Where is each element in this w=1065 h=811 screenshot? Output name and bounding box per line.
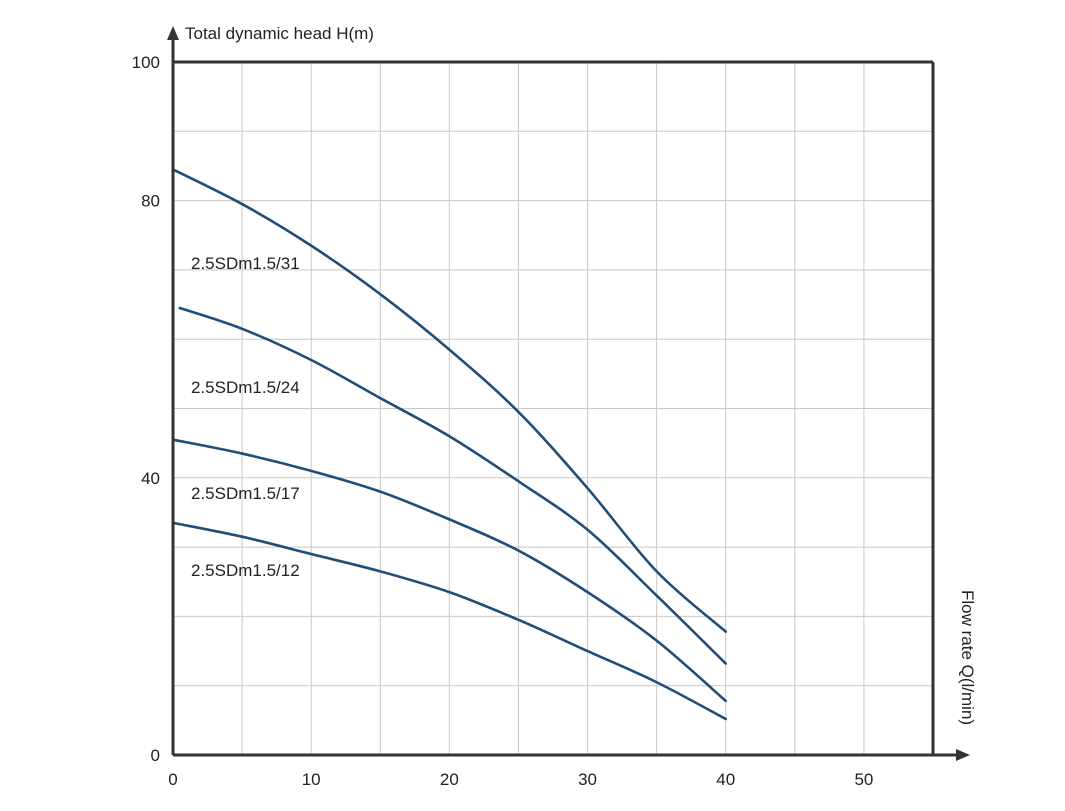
series-label: 2.5SDm1.5/24 [191,378,300,397]
y-axis-arrow-icon [167,26,179,40]
series-labels: 2.5SDm1.5/31 2.5SDm1.5/24 2.5SDm1.5/17 2.5S… [191,254,300,580]
y-tick-label: 100 [132,53,160,72]
curves [171,168,728,721]
x-tick-label: 40 [716,770,735,789]
axes [167,26,970,761]
x-tick-label: 10 [302,770,321,789]
tick-labels: 0 10 20 30 40 50 0 40 80 100 [132,53,874,789]
x-tick-label: 20 [440,770,459,789]
series-curve [178,306,728,665]
grid [172,61,934,756]
series-label: 2.5SDm1.5/12 [191,561,300,580]
y-axis-title: Total dynamic head H(m) [185,24,374,43]
y-tick-label: 80 [141,192,160,211]
series-curve [171,438,728,703]
x-tick-label: 0 [168,770,177,789]
x-axis-title: Flow rate Q(l/min) [958,590,977,725]
x-tick-label: 50 [854,770,873,789]
series-label: 2.5SDm1.5/17 [191,484,300,503]
series-curve [171,168,728,633]
series-curve [171,521,728,721]
y-tick-label: 40 [141,469,160,488]
series-label: 2.5SDm1.5/31 [191,254,300,273]
y-tick-label: 0 [151,746,160,765]
x-axis-arrow-icon [956,749,970,761]
x-tick-label: 30 [578,770,597,789]
